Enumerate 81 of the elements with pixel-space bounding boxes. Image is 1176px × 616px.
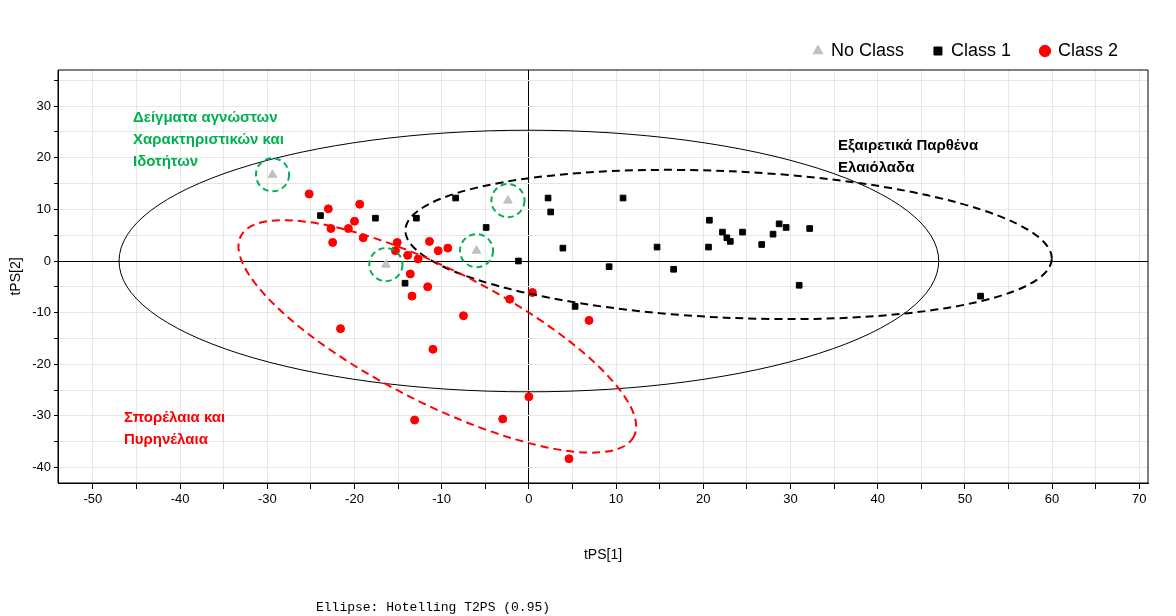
point <box>739 228 746 236</box>
point <box>423 282 433 292</box>
y-tick-label: -10 <box>32 304 51 320</box>
point <box>806 225 813 232</box>
y-tick-label: 0 <box>43 252 51 268</box>
x-tick-label: 20 <box>696 491 711 507</box>
point <box>719 228 726 236</box>
point <box>458 311 468 321</box>
x-tick-label: 0 <box>525 491 533 507</box>
point <box>564 454 574 464</box>
legend-label: No Class <box>830 39 904 60</box>
annotation: Εξαιρετικά Παρθένα Ελαιόλαδα <box>838 135 980 177</box>
y-axis-title: tPS[2] <box>7 257 24 296</box>
x-tick-label: 70 <box>1132 491 1147 507</box>
annotation: Σπορέλαια και Πυρηνέλαια <box>124 407 227 449</box>
point <box>726 238 734 245</box>
legend-label: Class 2 <box>1057 39 1119 60</box>
point <box>413 254 423 264</box>
point <box>498 414 508 424</box>
point <box>392 237 402 247</box>
point <box>424 236 434 246</box>
point <box>336 324 346 334</box>
point <box>407 291 417 301</box>
legend-label: Class 1 <box>950 39 1011 60</box>
point <box>304 189 314 199</box>
point <box>977 292 984 300</box>
y-tick-label: 10 <box>36 200 51 216</box>
point <box>349 216 359 226</box>
point <box>584 315 594 325</box>
y-tick-label: -30 <box>32 407 51 423</box>
point <box>482 224 490 231</box>
point <box>775 220 783 228</box>
point <box>372 214 379 222</box>
point <box>355 199 365 209</box>
annotation: Δείγματα αγνώστων Χαρακτηριστικών και Ιδοτήτων <box>133 107 285 171</box>
y-tick-label: -20 <box>32 355 51 371</box>
point <box>782 224 790 231</box>
point <box>670 265 677 273</box>
x-tick-label: -30 <box>257 491 277 507</box>
point <box>405 269 415 279</box>
point <box>328 237 338 247</box>
point <box>619 194 627 202</box>
x-axis-title: tPS[1] <box>583 546 623 563</box>
y-tick-label: -40 <box>32 459 51 475</box>
point <box>323 204 333 214</box>
point <box>326 223 336 233</box>
point <box>524 392 534 402</box>
point <box>571 303 579 310</box>
x-tick-label: 10 <box>608 491 624 507</box>
point <box>544 194 552 202</box>
x-tick-label: -20 <box>345 491 364 507</box>
point <box>515 257 522 265</box>
point <box>403 250 413 260</box>
point <box>433 246 443 256</box>
y-tick-label: 30 <box>36 97 51 113</box>
x-tick-label: 60 <box>1044 491 1060 507</box>
point <box>769 230 777 238</box>
point <box>653 243 661 251</box>
y-tick-label: 20 <box>36 149 51 165</box>
point <box>317 212 324 219</box>
x-tick-label: -10 <box>432 491 452 507</box>
point <box>413 214 420 222</box>
x-tick-label: 50 <box>957 491 973 507</box>
point <box>343 223 353 233</box>
point <box>605 263 613 271</box>
point <box>410 415 420 425</box>
point <box>401 279 409 287</box>
x-tick-label: 30 <box>783 491 798 507</box>
text: Ellipse: Hotelling T2PS (0.95) <box>316 600 552 616</box>
x-tick-label: -40 <box>170 491 190 507</box>
point <box>795 281 803 289</box>
x-tick-label: 40 <box>870 491 885 507</box>
point <box>706 216 713 224</box>
point <box>443 243 453 253</box>
point <box>452 194 459 202</box>
point <box>559 244 567 252</box>
x-tick-label: -50 <box>83 491 103 507</box>
point <box>428 344 438 354</box>
point <box>547 208 555 216</box>
point <box>705 243 712 251</box>
point <box>758 241 766 248</box>
